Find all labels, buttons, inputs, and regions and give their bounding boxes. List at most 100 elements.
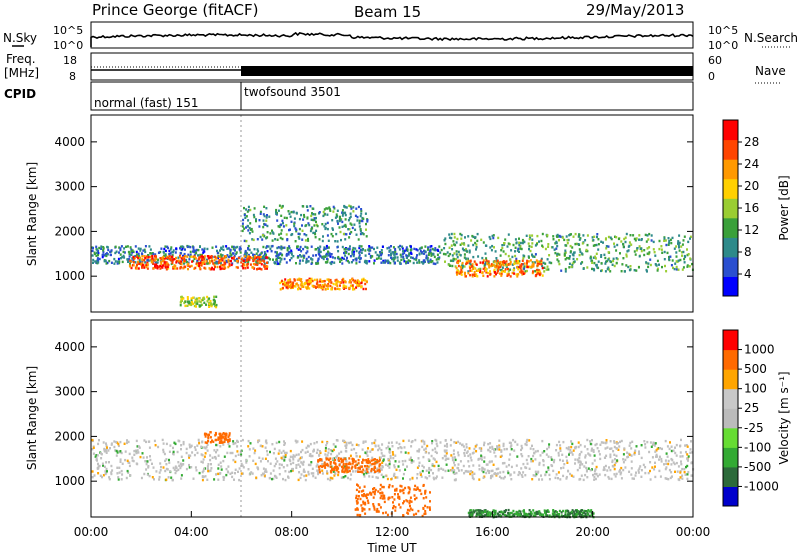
scatter-cell-2 [620, 240, 623, 243]
scatter-cell-5 [208, 301, 211, 305]
scatter-cell-6 [335, 213, 338, 216]
scatter-cell-1 [338, 459, 341, 462]
scatter-cell-0 [387, 261, 390, 265]
scatter-cell-0 [123, 256, 126, 259]
scatter-cell-1 [344, 467, 347, 470]
scatter-cell-2 [624, 240, 627, 244]
scatter-cell-0 [126, 439, 128, 442]
scatter-cell-6 [265, 216, 268, 219]
scatter-cell-0 [203, 247, 206, 250]
scatter-cell-1 [164, 264, 167, 267]
scatter-cell-4 [518, 509, 521, 513]
scatter-cell-1 [132, 257, 135, 260]
scatter-cell-2 [638, 255, 641, 258]
scatter-cell-0 [192, 247, 195, 250]
scatter-cell-1 [357, 462, 360, 465]
scatter-cell-0 [467, 470, 470, 473]
scatter-cell-0 [630, 473, 633, 476]
scatter-cell-0 [492, 463, 495, 466]
scatter-cell-0 [284, 454, 287, 457]
scatter-cell-0 [420, 246, 423, 249]
scatter-cell-0 [345, 444, 348, 447]
scatter-cell-6 [252, 238, 255, 242]
scatter-cell-0 [204, 447, 207, 450]
scatter-cell-2 [607, 245, 610, 248]
scatter-cell-3 [470, 269, 473, 272]
scatter-cell-2 [568, 262, 571, 265]
scatter-cell-2 [572, 235, 575, 238]
scatter-cell-0 [423, 440, 426, 444]
scatter-cell-0 [307, 463, 310, 467]
scatter-cell-0 [328, 252, 331, 255]
scatter-cell-0 [604, 473, 607, 477]
scatter-cell-0 [365, 260, 368, 263]
scatter-cell-0 [119, 460, 122, 463]
scatter-cell-0 [548, 473, 551, 477]
scatter-cell-1 [376, 469, 379, 472]
scatter-cell-0 [403, 446, 406, 449]
scatter-cell-0 [634, 449, 637, 452]
scatter-cell-0 [325, 244, 328, 248]
scatter-cell-0 [99, 474, 102, 477]
scatter-cell-0 [304, 478, 307, 482]
scatter-cell-0 [290, 469, 293, 473]
scatter-cell-0 [388, 451, 391, 454]
scatter-cell-6 [282, 225, 285, 228]
scatter-cell-2 [679, 258, 682, 262]
scatter-cell-0 [193, 446, 196, 449]
scatter-cell-2 [444, 242, 447, 246]
scatter-cell-0 [557, 454, 560, 457]
scatter-cell-0 [234, 460, 237, 464]
scatter-cell-0 [128, 251, 131, 254]
scatter-cell-0 [240, 462, 243, 466]
scatter-cell-2 [487, 261, 490, 265]
scatter-cell-0 [213, 449, 216, 452]
scatter-cell-6 [286, 238, 289, 242]
scatter-cell-0 [102, 249, 105, 252]
scatter-cell-2 [687, 240, 690, 244]
scatter-cell-3 [373, 508, 376, 511]
scatter-cell-0 [585, 461, 587, 464]
scatter-cell-0 [355, 455, 358, 458]
scatter-cell-0 [664, 467, 667, 471]
scatter-cell-0 [163, 247, 166, 251]
scatter-cell-3 [502, 263, 505, 267]
scatter-cell-2 [543, 270, 546, 273]
scatter-cell-0 [431, 247, 434, 251]
scatter-cell-4 [479, 514, 482, 517]
scatter-cell-2 [222, 436, 225, 439]
scatter-cell-1 [319, 458, 322, 461]
colorbar-tick-label: 4 [744, 267, 752, 281]
y-tick-label: 3000 [54, 385, 85, 399]
scatter-cell-2 [610, 237, 613, 241]
scatter-cell-0 [469, 456, 472, 459]
scatter-cell-6 [324, 222, 327, 226]
scatter-cell-0 [562, 466, 565, 469]
scatter-cell-0 [289, 449, 292, 453]
scatter-cell-6 [261, 238, 264, 241]
scatter-cell-5 [208, 297, 211, 300]
scatter-cell-2 [457, 250, 460, 254]
scatter-cell-0 [522, 471, 525, 474]
scatter-cell-0 [593, 478, 596, 481]
scatter-cell-1 [206, 255, 209, 258]
scatter-cell-0 [666, 445, 669, 448]
scatter-cell-2 [224, 436, 227, 439]
scatter-cell-2 [461, 266, 464, 270]
scatter-cell-0 [253, 248, 256, 251]
scatter-cell-5 [215, 303, 218, 307]
scatter-cell-0 [520, 467, 523, 470]
scatter-cell-4 [546, 514, 549, 517]
scatter-cell-1 [169, 255, 172, 259]
scatter-cell-0 [430, 245, 433, 248]
scatter-cell-1 [335, 469, 338, 472]
scatter-cell-0 [568, 451, 571, 454]
scatter-cell-2 [519, 241, 522, 245]
scatter-cell-2 [461, 247, 464, 250]
scatter-cell-0 [493, 451, 496, 454]
scatter-cell-0 [368, 245, 371, 248]
scatter-cell-0 [248, 248, 251, 252]
scatter-cell-4 [336, 280, 339, 283]
scatter-cell-0 [525, 443, 528, 447]
scatter-cell-2 [519, 247, 522, 250]
